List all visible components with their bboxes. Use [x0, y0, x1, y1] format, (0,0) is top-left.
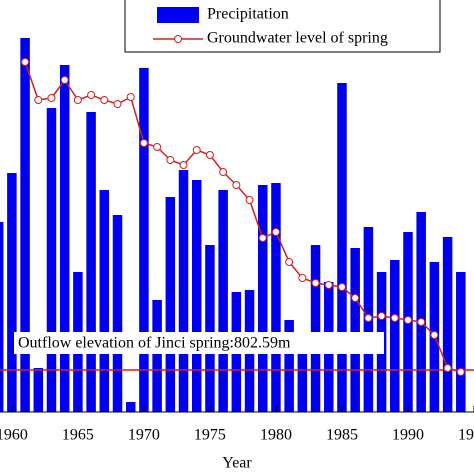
bar [257, 185, 268, 412]
bar [297, 350, 308, 412]
line-marker [285, 258, 294, 266]
line-marker [87, 91, 96, 99]
line-marker [21, 58, 30, 66]
line-marker [100, 96, 109, 104]
bar [152, 300, 162, 412]
bar [178, 170, 189, 412]
x-tick-label: 1980 [260, 427, 292, 444]
x-axis-label: Year [222, 455, 252, 472]
annotation: Outflow elevation of Jinci spring:802.59… [18, 335, 291, 352]
line-marker [311, 279, 320, 287]
line-marker [271, 228, 280, 236]
bar [416, 212, 426, 412]
legend-marker [174, 35, 182, 43]
line-marker [153, 143, 162, 151]
legend-label: Groundwater level of spring [207, 30, 388, 47]
bar [125, 402, 136, 412]
bar [284, 320, 294, 412]
bar [456, 272, 466, 412]
line-marker [166, 156, 175, 164]
annotation-bg [14, 332, 384, 354]
line-marker [456, 368, 465, 376]
legend-swatch [157, 7, 199, 23]
bar [139, 68, 149, 412]
bar [86, 112, 96, 412]
line-marker [364, 314, 373, 322]
line-marker [443, 364, 452, 372]
line-marker [113, 100, 122, 108]
bar [0, 222, 4, 412]
bar [20, 38, 30, 412]
x-tick-label: 1975 [194, 427, 226, 444]
line-marker [73, 96, 82, 104]
line-marker [60, 76, 69, 84]
line-marker [126, 93, 135, 101]
line-marker [205, 151, 214, 159]
bar [99, 190, 110, 412]
line-marker [351, 294, 360, 302]
bar [59, 65, 70, 412]
x-tick-label: 1985 [326, 427, 358, 444]
x-tick-label: 1995 [458, 427, 474, 444]
bar [191, 180, 202, 412]
bar [337, 83, 347, 412]
line-marker [324, 281, 333, 289]
line-marker [192, 146, 201, 154]
line-marker [34, 96, 43, 104]
line-marker [430, 331, 439, 339]
line-marker [337, 283, 346, 291]
line-marker [47, 94, 56, 102]
x-tick-label: 1960 [0, 427, 28, 444]
line-marker [245, 196, 254, 204]
bar [165, 197, 176, 412]
line-marker [258, 234, 267, 242]
line-marker [298, 274, 307, 282]
line-marker [390, 314, 399, 322]
bar [350, 248, 360, 412]
bar [205, 245, 215, 412]
bar [310, 245, 321, 412]
line-marker [219, 168, 228, 176]
bar [271, 183, 281, 412]
line-marker [377, 312, 386, 320]
line-marker [139, 139, 148, 147]
x-tick-label: 1970 [128, 427, 160, 444]
bar [390, 260, 400, 412]
bar [33, 368, 44, 412]
bar [112, 215, 123, 412]
bar [218, 190, 228, 412]
x-tick-label: 1965 [62, 427, 94, 444]
x-tick-label: 1990 [392, 427, 424, 444]
line-marker [232, 181, 241, 189]
legend-label: Precipitation [207, 6, 289, 23]
bar [7, 173, 17, 412]
line-marker [179, 161, 188, 169]
bar [46, 108, 57, 412]
line-marker [417, 318, 426, 326]
line-marker [403, 316, 412, 324]
bar [442, 237, 453, 412]
line [24, 61, 462, 373]
